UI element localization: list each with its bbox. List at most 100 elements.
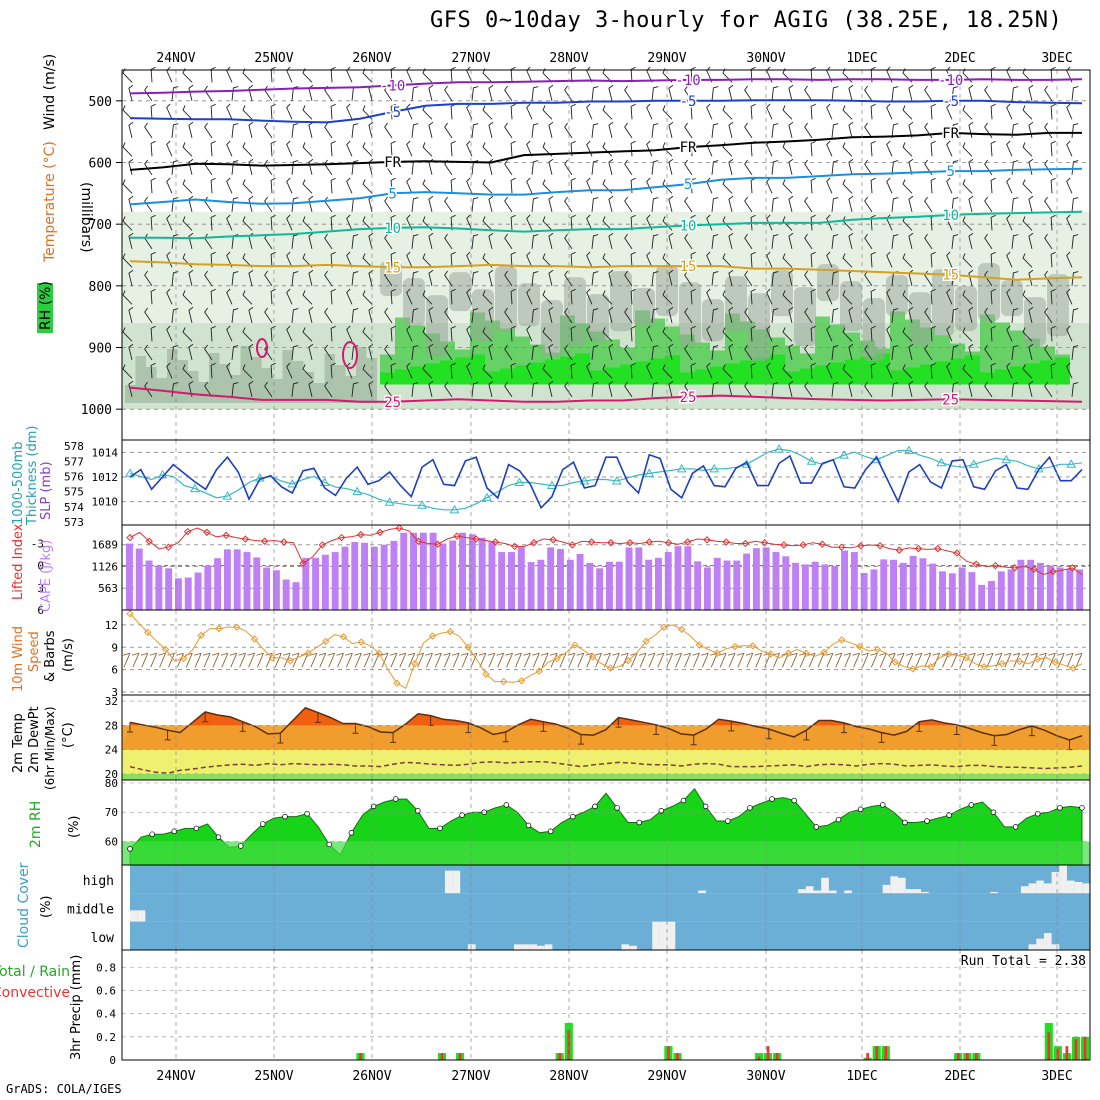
wind-barb [924, 307, 933, 324]
wind-barb [238, 652, 247, 668]
wind-barb [504, 122, 513, 139]
wind-barb [422, 253, 433, 268]
wind-barb [1066, 140, 1073, 157]
wind-barb [891, 86, 899, 101]
wind-barb [466, 251, 473, 268]
wind-barb [368, 380, 374, 397]
wind-barb [291, 271, 299, 286]
wind-barb [891, 308, 899, 323]
wind-barb [1022, 216, 1033, 231]
cape-bar [880, 559, 888, 610]
wind-barb [711, 234, 719, 249]
wind-barb [150, 251, 156, 268]
cape-bar [1066, 568, 1074, 610]
rh-cell-mid [725, 276, 747, 332]
wind-barb [548, 232, 554, 249]
cloud-row-label: low [91, 931, 115, 946]
wind-barb [728, 306, 734, 323]
wind-barb [204, 85, 213, 102]
wind-barb [728, 269, 734, 286]
wind-barb [711, 123, 719, 138]
wind-barb [264, 270, 273, 287]
rh-point [747, 805, 753, 811]
rh-cell-dry [282, 350, 293, 403]
wind-barb [718, 652, 727, 668]
wind-barb [848, 195, 854, 212]
precip-conv-bar [359, 1053, 362, 1060]
wind-barb [908, 158, 914, 175]
wind-barb [351, 345, 359, 360]
wind-barb [150, 103, 156, 120]
wind-barb [1044, 307, 1053, 324]
wind-barb [248, 195, 254, 212]
wind-barb [570, 103, 576, 120]
y-axis-label-temp: 2m Temp [11, 713, 26, 773]
wind-barb [594, 652, 602, 668]
wind-barb [930, 66, 936, 83]
wind-barb [510, 362, 516, 379]
cape-bar [586, 562, 594, 610]
cape-bar [263, 567, 271, 610]
y-tick-label: 900 [89, 342, 112, 357]
wind-barb [384, 307, 393, 324]
wind-barb [242, 142, 253, 157]
wind-barb [428, 306, 434, 323]
wind-barb [526, 362, 533, 379]
wind-barb [745, 652, 754, 668]
cloud-bar-high [1028, 883, 1037, 894]
rh-cell-high [905, 367, 920, 385]
wind-barb [308, 158, 314, 175]
x-tick-label-top: 27NOV [451, 51, 490, 66]
cape-bar [615, 561, 623, 610]
rh-cell-high [590, 370, 605, 385]
wind-barb [1074, 652, 1083, 668]
rh-cell-dry [230, 375, 241, 403]
wind-barb [488, 121, 494, 138]
wind-barb [166, 140, 173, 157]
wind-barb [576, 652, 585, 668]
y-axis-label-barbs: & Barbs [43, 630, 58, 682]
cloud-bar-high [813, 890, 822, 894]
temp-line [129, 706, 1083, 741]
wind-barb [1022, 364, 1033, 379]
wind-barb [128, 84, 134, 101]
wind-barb [782, 216, 793, 231]
wind-barb [466, 140, 473, 157]
cloud-bar-high [921, 891, 929, 894]
wind-barb [231, 382, 239, 397]
wind-speed-point [464, 643, 472, 651]
rh-cell-dry [366, 358, 377, 403]
cloud-bar-low [521, 944, 530, 950]
wind-speed-point [1016, 657, 1024, 666]
wind-speed-point [339, 633, 348, 641]
wind-barb [302, 179, 313, 194]
temp-minmax-bar [953, 724, 960, 735]
isotherm-label: 5 [684, 177, 692, 193]
wind-barb [924, 196, 933, 213]
rh-cell-high [395, 369, 410, 385]
wind-barb [286, 103, 293, 120]
isotherm-10 [130, 210, 1083, 240]
wind-barb [1071, 160, 1079, 175]
wind-barb [368, 232, 374, 249]
wind-barb [690, 288, 696, 305]
wind-barb [274, 652, 282, 668]
cloud-bar-high [1074, 882, 1083, 894]
wind-barb [144, 85, 153, 102]
wind-barb [968, 269, 974, 286]
precip-conv-bar [866, 1053, 870, 1060]
wind-barb [226, 251, 233, 268]
wind-barb [425, 652, 433, 668]
wind-barb [220, 652, 229, 668]
wind-barb [886, 140, 893, 157]
cape-bar [292, 582, 300, 610]
wind-barb [531, 345, 539, 360]
wind-barb [848, 121, 854, 138]
wind-barb [406, 288, 413, 305]
y-axis-label-rh: 2m RH [28, 801, 44, 848]
wind-barb [608, 269, 614, 286]
temp-minmax-bar [277, 733, 284, 744]
wind-barb [728, 232, 734, 249]
wind-barb [398, 652, 407, 668]
wind-barb [831, 234, 839, 249]
